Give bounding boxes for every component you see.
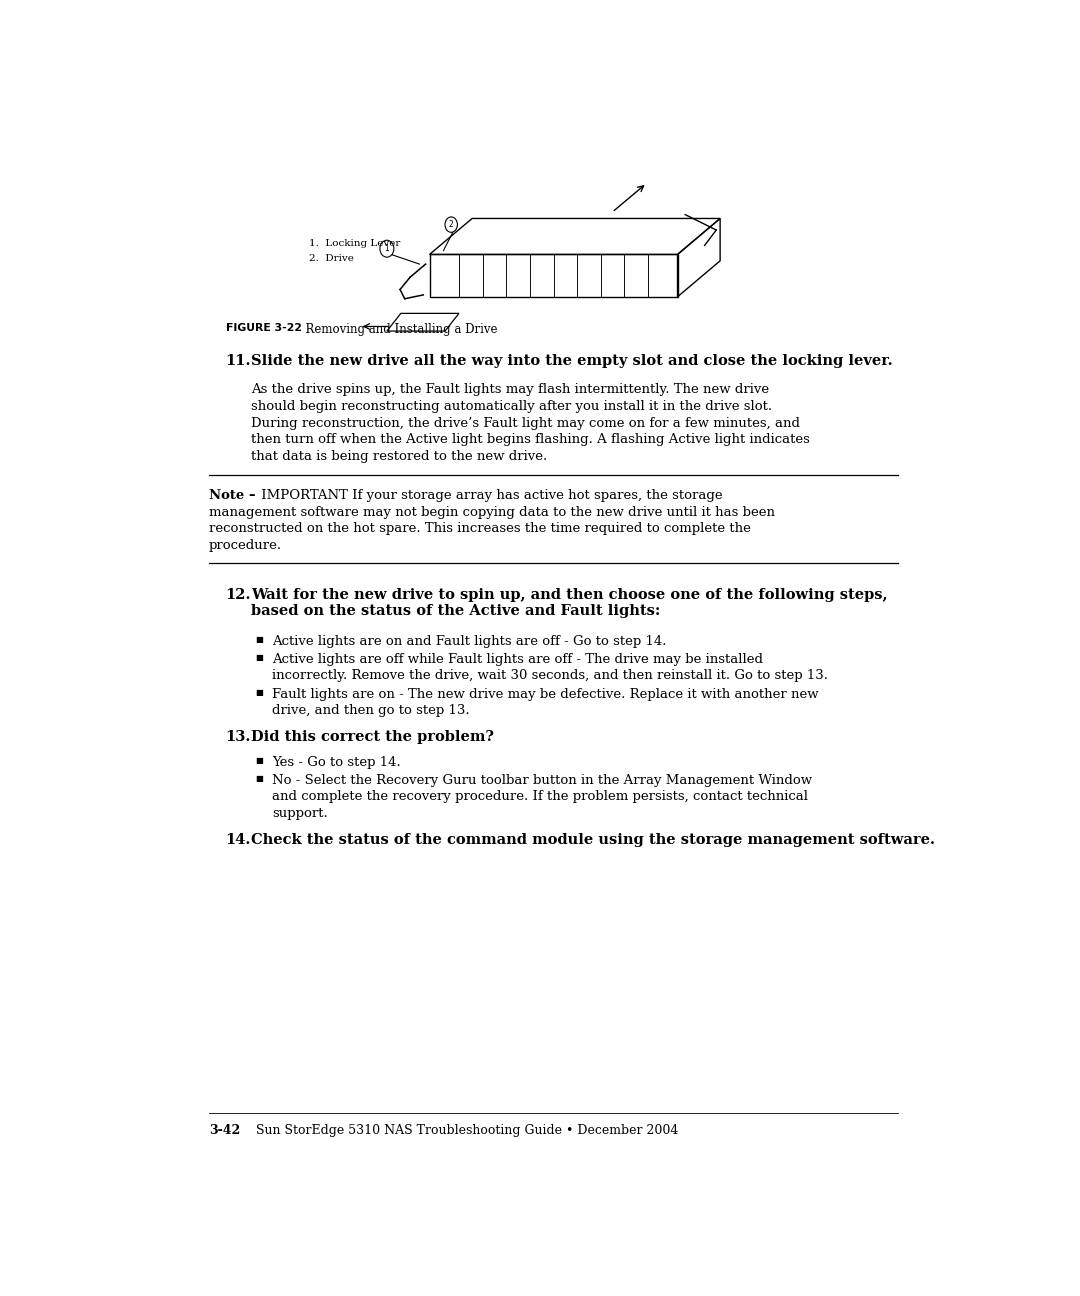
Text: ■: ■ [255,774,264,783]
Text: Wait for the new drive to spin up, and then choose one of the following steps,: Wait for the new drive to spin up, and t… [252,588,888,601]
Text: Did this correct the problem?: Did this correct the problem? [252,730,495,744]
Text: based on the status of the Active and Fault lights:: based on the status of the Active and Fa… [252,604,661,618]
Text: Sun StorEdge 5310 NAS Troubleshooting Guide • December 2004: Sun StorEdge 5310 NAS Troubleshooting Gu… [243,1124,678,1137]
Text: ■: ■ [255,688,264,696]
Text: 13.: 13. [226,730,251,744]
Text: No - Select the Recovery Guru toolbar button in the Array Management Window: No - Select the Recovery Guru toolbar bu… [272,774,812,787]
Text: ■: ■ [255,635,264,644]
Text: 1.  Locking Lever: 1. Locking Lever [309,238,401,248]
Text: Check the status of the command module using the storage management software.: Check the status of the command module u… [252,833,935,846]
Text: and complete the recovery procedure. If the problem persists, contact technical: and complete the recovery procedure. If … [272,791,808,804]
Text: procedure.: procedure. [208,539,282,552]
Text: Active lights are off while Fault lights are off - The drive may be installed: Active lights are off while Fault lights… [272,653,764,666]
Text: As the drive spins up, the Fault lights may flash intermittently. The new drive: As the drive spins up, the Fault lights … [252,384,769,397]
Text: Fault lights are on - The new drive may be defective. Replace it with another ne: Fault lights are on - The new drive may … [272,688,819,701]
Text: 2: 2 [449,220,454,229]
Text: 11.: 11. [226,354,252,368]
Text: management software may not begin copying data to the new drive until it has bee: management software may not begin copyin… [208,505,774,518]
Text: Yes - Go to step 14.: Yes - Go to step 14. [272,756,401,769]
Text: reconstructed on the hot spare. This increases the time required to complete the: reconstructed on the hot spare. This inc… [208,522,751,535]
Text: ■: ■ [255,756,264,765]
Text: should begin reconstructing automatically after you install it in the drive slot: should begin reconstructing automaticall… [252,400,772,413]
Text: FIGURE 3-22: FIGURE 3-22 [226,324,301,333]
Text: that data is being restored to the new drive.: that data is being restored to the new d… [252,450,548,463]
Text: drive, and then go to step 13.: drive, and then go to step 13. [272,704,470,717]
Text: 3-42: 3-42 [208,1124,240,1137]
Text: Active lights are on and Fault lights are off - Go to step 14.: Active lights are on and Fault lights ar… [272,635,666,648]
Text: 14.: 14. [226,833,251,846]
Text: 1: 1 [384,244,389,253]
Text: IMPORTANT If your storage array has active hot spares, the storage: IMPORTANT If your storage array has acti… [257,490,723,503]
Text: support.: support. [272,807,328,820]
Text: 12.: 12. [226,588,252,601]
Text: During reconstruction, the drive’s Fault light may come on for a few minutes, an: During reconstruction, the drive’s Fault… [252,416,800,429]
Text: Slide the new drive all the way into the empty slot and close the locking lever.: Slide the new drive all the way into the… [252,354,893,368]
Text: then turn off when the Active light begins flashing. A flashing Active light ind: then turn off when the Active light begi… [252,433,810,446]
Text: incorrectly. Remove the drive, wait 30 seconds, and then reinstall it. Go to ste: incorrectly. Remove the drive, wait 30 s… [272,670,828,683]
Text: 2.  Drive: 2. Drive [309,254,354,263]
Text: Note –: Note – [208,490,255,503]
Text: ■: ■ [255,653,264,662]
Text: Removing and Installing a Drive: Removing and Installing a Drive [298,324,497,337]
